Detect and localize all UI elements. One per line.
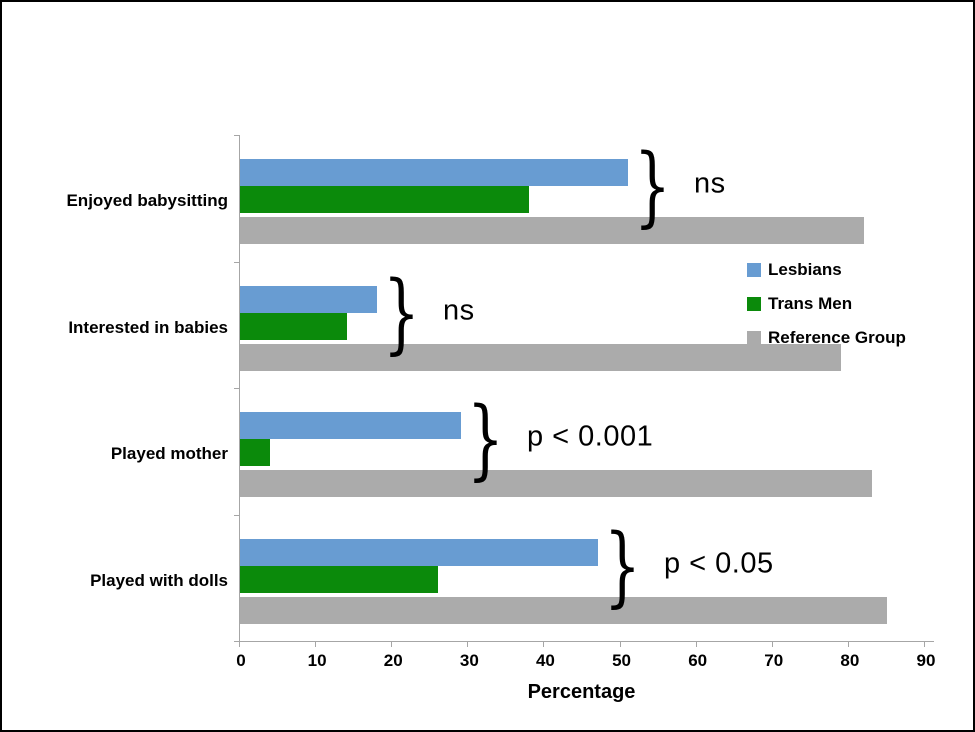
- legend-swatch-lesbians: [747, 263, 761, 277]
- legend-swatch-trans-men: [747, 297, 761, 311]
- x-tick-label: 10: [307, 651, 327, 670]
- x-tick-label: 40: [535, 651, 555, 670]
- x-tick-label: 80: [840, 651, 860, 670]
- y-axis-tick: [234, 641, 239, 642]
- bar-reference-group: [240, 344, 841, 371]
- y-axis-tick: [234, 135, 239, 136]
- y-axis-tick: [234, 388, 239, 389]
- y-axis-tick: [234, 515, 239, 516]
- significance-label: ns: [443, 294, 475, 327]
- category-label: Interested in babies: [68, 318, 228, 337]
- x-axis-tick: [391, 641, 393, 647]
- x-axis-tick: [619, 641, 621, 647]
- y-axis-tick: [234, 262, 239, 263]
- category-label: Played mother: [110, 444, 228, 463]
- x-tick-label: 70: [764, 651, 784, 670]
- significance-brace: }: [634, 135, 671, 237]
- x-axis-tick: [543, 641, 545, 647]
- x-axis-tick: [847, 641, 849, 647]
- bar-trans-men: [240, 313, 347, 340]
- legend-item-lesbians: Lesbians: [747, 260, 842, 280]
- bar-lesbians: [240, 286, 377, 313]
- x-tick-label: 30: [459, 651, 479, 670]
- legend-label: Lesbians: [768, 260, 842, 279]
- bar-trans-men: [240, 439, 270, 466]
- x-axis-tick: [695, 641, 697, 647]
- legend-swatch-reference-group: [747, 331, 761, 345]
- bar-lesbians: [240, 412, 461, 439]
- bar-reference-group: [240, 597, 887, 624]
- bar-reference-group: [240, 470, 872, 497]
- bar-reference-group: [240, 217, 864, 244]
- bar-lesbians: [240, 159, 628, 186]
- significance-label: p < 0.001: [527, 420, 654, 453]
- x-tick-label: 20: [383, 651, 403, 670]
- x-axis-tick: [924, 641, 925, 647]
- category-label: Played with dolls: [90, 571, 228, 590]
- significance-brace: }: [604, 515, 641, 617]
- x-tick-label: 90: [916, 651, 936, 670]
- legend-label: Trans Men: [768, 294, 853, 313]
- bar-trans-men: [240, 566, 438, 593]
- x-axis-tick: [315, 641, 317, 647]
- legend-item-reference-group: Reference Group: [747, 328, 906, 348]
- bar-trans-men: [240, 186, 529, 213]
- x-axis-line: [239, 641, 934, 642]
- x-tick-label: 50: [612, 651, 632, 670]
- bar-lesbians: [240, 539, 598, 566]
- legend-item-trans-men: Trans Men: [747, 294, 852, 314]
- x-tick-label: 0: [236, 651, 246, 670]
- category-label: Enjoyed babysitting: [66, 191, 228, 210]
- x-axis-tick: [467, 641, 469, 647]
- x-axis-title: Percentage: [527, 681, 636, 703]
- legend-label: Reference Group: [768, 328, 906, 347]
- significance-brace: }: [383, 262, 420, 364]
- significance-label: p < 0.05: [664, 547, 774, 580]
- x-tick-label: 60: [688, 651, 708, 670]
- significance-brace: }: [467, 388, 504, 490]
- x-axis-tick: [239, 641, 240, 647]
- x-axis-tick: [771, 641, 773, 647]
- legend: Lesbians Trans Men Reference Group: [747, 260, 947, 362]
- significance-label: ns: [694, 167, 726, 200]
